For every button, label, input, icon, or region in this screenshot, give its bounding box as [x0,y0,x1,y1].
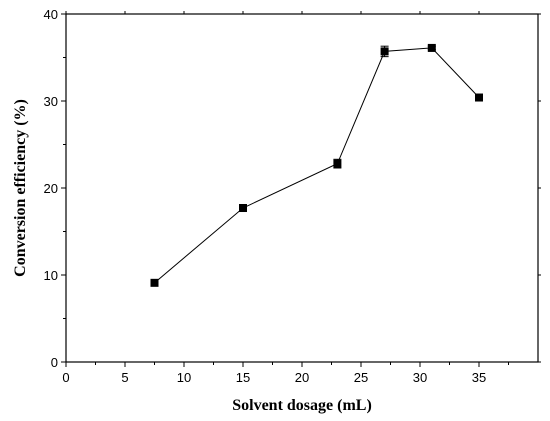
x-tick-label: 30 [413,370,427,385]
data-point [475,93,483,102]
y-tick-label: 30 [44,94,58,109]
x-axis-ticks: 0 5 10 15 20 25 30 35 [62,11,509,385]
x-tick-label: 15 [236,370,250,385]
y-axis-ticks: 0 10 20 30 40 [44,7,541,370]
data-point [239,204,247,213]
x-tick-label: 20 [295,370,309,385]
x-tick-label: 0 [62,370,69,385]
data-point [427,43,436,52]
data-point [150,278,159,287]
x-tick-label: 10 [177,370,191,385]
data-point [333,159,342,168]
x-axis-title: Solvent dosage (mL) [232,397,372,414]
series-line [154,47,480,284]
y-tick-label: 40 [44,7,58,22]
x-tick-label: 25 [354,370,368,385]
y-tick-label: 10 [44,268,58,283]
y-tick-label: 0 [51,355,58,370]
x-tick-label: 35 [472,370,486,385]
y-tick-label: 20 [44,181,58,196]
x-tick-label: 5 [121,370,128,385]
data-series [150,43,483,287]
data-point [380,47,389,56]
y-axis-title: Conversion efficiency (%) [12,99,29,277]
